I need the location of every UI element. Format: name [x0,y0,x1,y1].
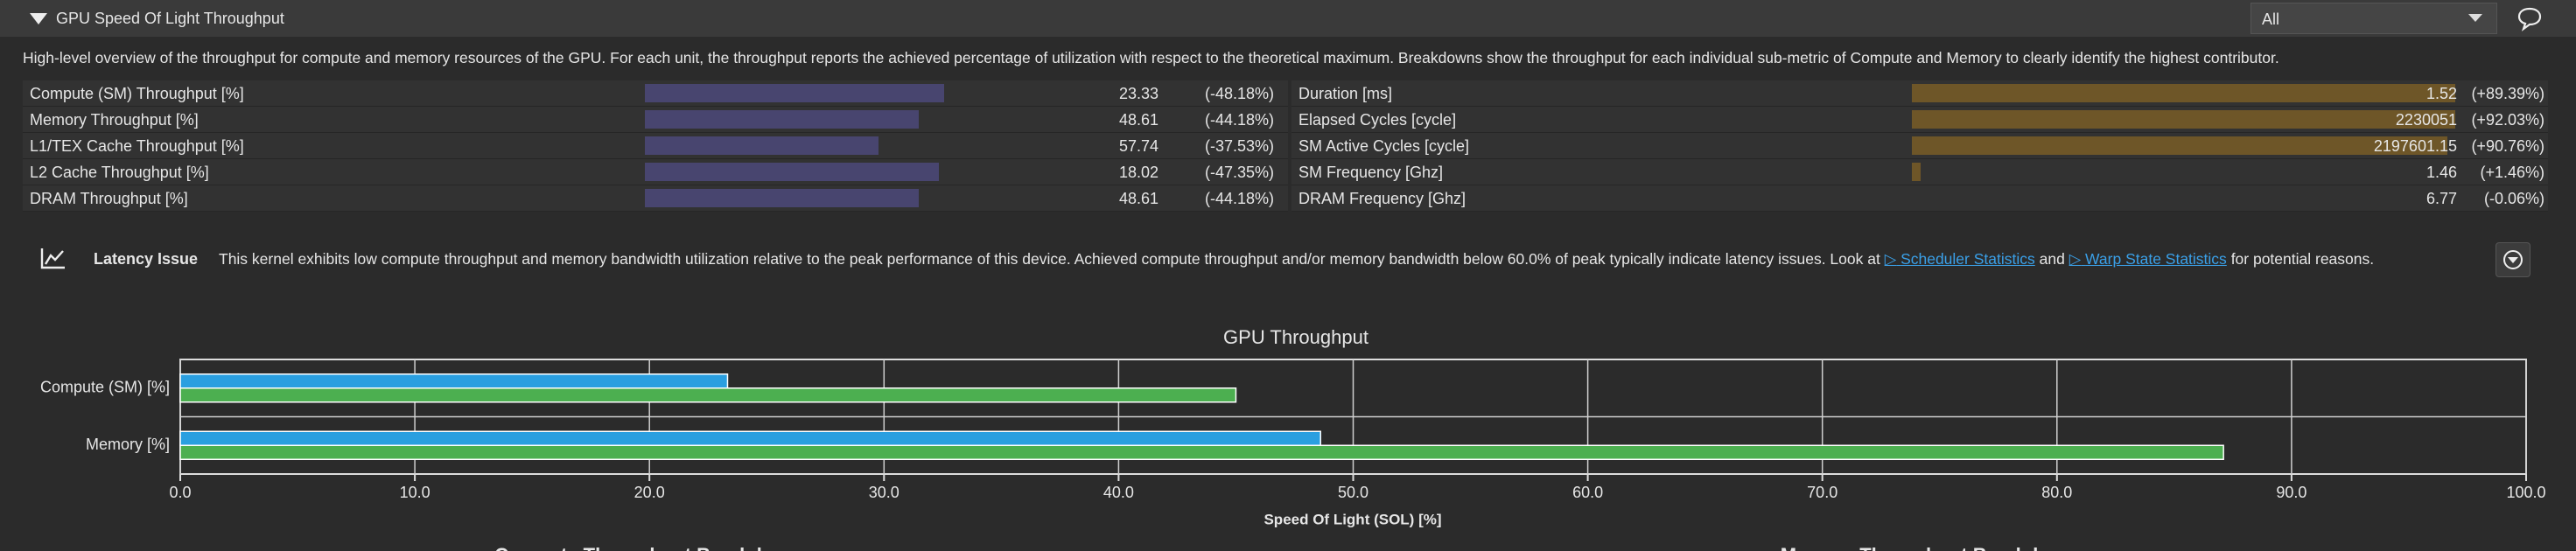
x-tick-label: 40.0 [1103,484,1134,501]
collapse-icon[interactable] [30,11,47,25]
metric-name: Duration [ms] [1298,85,1393,102]
link[interactable]: ▷ Warp State Statistics [2069,250,2227,268]
metric-name: L2 Cache Throughput [%] [30,164,209,181]
section-heading: Compute Throughput Breakdown [494,544,801,551]
metric-bar [645,189,919,207]
metric-name: Memory Throughput [%] [30,111,199,129]
metric-row: DRAM Frequency [Ghz] 6.77 (-0.06%) [1292,185,2548,212]
x-tick-label: 90.0 [2276,484,2306,501]
metric-value: 1.52 [2426,85,2457,102]
metric-row: SM Frequency [Ghz] 1.46 (+1.46%) [1292,159,2548,185]
metric-row: Elapsed Cycles [cycle] 2230051 (+92.03%) [1292,107,2548,133]
metric-value: 1.46 [2426,164,2457,181]
x-tick-label: 70.0 [1807,484,1838,501]
metric-change: (-47.35%) [1204,164,1274,181]
metric-change: (-37.53%) [1204,137,1274,155]
metric-row: DRAM Throughput [%] 48.61 (-44.18%) [23,185,1288,212]
rule-text-start: This kernel exhibits low compute through… [219,250,1880,268]
section-heading: Memory Throughput Breakdown [1781,544,2077,551]
y-tick-label: Memory [%] [86,436,170,453]
x-tick-label: 10.0 [400,484,430,501]
link-icon: ▷ [2068,250,2082,268]
metric-row: Memory Throughput [%] 48.61 (-44.18%) [23,107,1288,133]
expand-icon [2503,250,2523,269]
rule-text-end: for potential reasons. [2230,250,2375,268]
description: High-level overview of the throughput fo… [23,49,2279,66]
metric-bar [1912,136,2447,155]
metric-row: L1/TEX Cache Throughput [%] 57.74 (-37.53%… [23,133,1288,159]
x-tick-label: 0.0 [169,484,191,501]
bar [179,444,2224,460]
link[interactable]: ▷ Scheduler Statistics [1885,250,2035,268]
x-tick-label: 20.0 [634,484,665,501]
metric-value: 6.77 [2426,190,2457,207]
metric-name: Compute (SM) Throughput [%] [30,85,244,102]
metric-bar [645,84,944,102]
bar [179,373,729,389]
x-tick-label: 80.0 [2041,484,2072,501]
metric-change: (+1.46%) [2480,164,2544,181]
metric-row: Compute (SM) Throughput [%] 23.33 (-48.18%… [23,80,1288,107]
rule-text: This kernel exhibits low compute through… [219,250,2374,269]
x-axis-label: Speed Of Light (SOL) [%] [1264,511,1441,527]
metric-name: Elapsed Cycles [cycle] [1298,111,1457,129]
metric-bar [645,136,878,155]
metric-bar [1912,163,1921,181]
link-icon: ▷ [1884,250,1897,268]
metric-value: 57.74 [1118,137,1158,155]
filter-value: All [2262,10,2280,28]
metric-change: (-44.18%) [1204,111,1274,129]
comment-button[interactable] [2516,5,2543,31]
metric-change: (-0.06%) [2483,190,2544,207]
metric-bar [1912,84,2455,102]
link-text: Warp State Statistics [2085,250,2227,268]
metric-name: DRAM Throughput [%] [30,190,188,207]
filter-dropdown[interactable]: All [2250,3,2497,34]
metric-change: (+92.03%) [2471,111,2544,129]
metric-bar [645,163,939,181]
metric-change: (-48.18%) [1204,85,1274,102]
x-tick-label: 60.0 [1572,484,1603,501]
metric-value: 23.33 [1118,85,1158,102]
latency-rule: Latency Issue This kernel exhibits low c… [0,229,2576,289]
link-text: Scheduler Statistics [1900,250,2035,268]
metric-name: SM Frequency [Ghz] [1298,164,1444,181]
metric-name: DRAM Frequency [Ghz] [1298,190,1466,207]
rule-title: Latency Issue [94,250,199,268]
chart-title: GPU Throughput [1223,326,1368,348]
metric-value: 18.02 [1118,164,1158,181]
metric-bar [1912,110,2455,129]
metric-value: 2230051 [2395,111,2457,129]
metric-change: (+90.76%) [2471,137,2544,155]
rule-text-mid: and [2039,250,2065,268]
metric-name: SM Active Cycles [cycle] [1298,137,1470,155]
metric-change: (-44.18%) [1204,190,1274,207]
chart-icon [40,248,65,269]
x-tick-label: 30.0 [869,484,900,501]
metric-value: 48.61 [1118,111,1158,129]
y-tick-label: Compute (SM) [%] [40,379,170,396]
x-tick-label: 50.0 [1338,484,1368,501]
metric-bar [645,110,919,129]
expand-button[interactable] [2496,242,2530,277]
metric-change: (+89.39%) [2471,85,2544,102]
section-header: GPU Speed Of Light Throughput All [0,0,2576,37]
metric-row: L2 Cache Throughput [%] 18.02 (-47.35%) [23,159,1288,185]
metric-name: L1/TEX Cache Throughput [%] [30,137,244,155]
dropdown-arrow [2468,14,2482,22]
bar [179,430,1321,446]
section-title: GPU Speed Of Light Throughput [56,10,284,27]
bar [179,387,1237,403]
metric-row: Duration [ms] 1.52 (+89.39%) [1292,80,2548,107]
metric-value: 48.61 [1118,190,1158,207]
metric-value: 2197601.15 [2373,137,2457,155]
x-tick-label: 100.0 [2506,484,2545,501]
metric-row: SM Active Cycles [cycle] 2197601.15 (+90.7… [1292,133,2548,159]
